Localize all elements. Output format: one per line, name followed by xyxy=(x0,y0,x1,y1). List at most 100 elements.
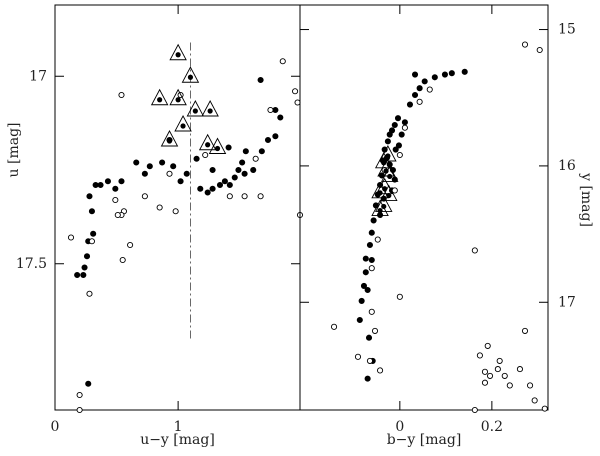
open-point xyxy=(536,46,543,54)
open-point xyxy=(257,193,264,200)
point-dot xyxy=(387,173,393,180)
triangle-marker xyxy=(181,66,200,83)
open-point xyxy=(172,208,179,215)
filled-point xyxy=(441,71,448,78)
triangle-marker xyxy=(377,160,395,177)
point-dot xyxy=(383,168,389,174)
open-point xyxy=(481,368,489,375)
filled-point xyxy=(242,148,249,155)
x-axis-label: u−y [mag] xyxy=(140,432,215,448)
filled-point xyxy=(370,217,377,224)
point-dot xyxy=(180,123,186,129)
open-point xyxy=(354,353,362,360)
filled-point xyxy=(384,138,391,145)
filled-point xyxy=(141,170,148,177)
open-point xyxy=(486,372,494,379)
filled-point xyxy=(368,229,375,236)
point-dot xyxy=(377,207,383,214)
filled-point xyxy=(80,271,87,279)
flagged-point xyxy=(371,181,389,199)
y-tick-label: 16 xyxy=(558,158,576,174)
filled-point xyxy=(193,155,200,162)
filled-point xyxy=(74,271,81,279)
open-point xyxy=(501,372,508,379)
open-point xyxy=(114,211,121,219)
triangle-marker xyxy=(374,195,393,212)
filled-point xyxy=(364,286,371,294)
filled-point xyxy=(360,282,368,289)
filled-point xyxy=(104,178,111,185)
open-point xyxy=(86,290,93,297)
x-tick-label: 0 xyxy=(51,419,60,435)
y-axis-label: y [mag] xyxy=(578,172,594,227)
point-dot xyxy=(205,142,211,148)
open-point xyxy=(401,124,408,131)
filled-point xyxy=(377,211,384,219)
open-point xyxy=(494,366,501,373)
filled-point xyxy=(392,146,399,153)
y-tick-label: 15 xyxy=(558,22,576,38)
open-point xyxy=(366,357,373,364)
filled-point xyxy=(398,131,405,138)
filled-point xyxy=(226,181,233,189)
flagged-point xyxy=(174,115,192,132)
open-point xyxy=(279,58,286,65)
flagged-point xyxy=(169,43,187,61)
filled-point xyxy=(364,375,371,382)
triangle-marker xyxy=(208,137,227,154)
filled-point xyxy=(241,170,248,177)
filled-point xyxy=(411,91,419,99)
filled-point xyxy=(112,185,119,192)
open-point xyxy=(471,406,478,414)
filled-point xyxy=(133,159,140,166)
filled-point xyxy=(394,115,402,122)
filled-point xyxy=(362,255,369,262)
filled-point xyxy=(258,148,265,155)
x-axis-label: b−y [mag] xyxy=(387,432,462,448)
point-dot xyxy=(207,108,213,114)
flagged-point xyxy=(181,66,200,83)
filled-point xyxy=(209,185,216,192)
triangle-marker xyxy=(150,88,169,106)
triangle-marker xyxy=(380,184,398,201)
open-point xyxy=(516,366,523,373)
y-tick-label: 17 xyxy=(29,68,47,84)
filled-point xyxy=(421,78,428,85)
y-tick-label: 17 xyxy=(558,294,576,310)
open-point xyxy=(166,170,173,177)
open-point xyxy=(368,308,375,315)
open-point xyxy=(396,293,403,300)
open-point xyxy=(330,323,338,330)
filled-point xyxy=(177,178,184,185)
flagged-point xyxy=(150,88,169,106)
triangle-marker xyxy=(371,181,389,199)
open-point xyxy=(88,238,95,245)
filled-point xyxy=(216,181,224,189)
filled-point xyxy=(197,185,204,192)
triangle-marker xyxy=(371,199,389,216)
filled-point xyxy=(118,178,125,185)
open-point xyxy=(521,327,529,334)
open-point xyxy=(527,382,534,389)
open-point xyxy=(226,193,233,200)
point-dot xyxy=(166,138,173,144)
filled-point xyxy=(159,159,166,166)
point-dot xyxy=(187,74,194,80)
filled-point xyxy=(146,163,153,170)
open-point xyxy=(371,327,379,334)
filled-point xyxy=(448,70,455,77)
open-point xyxy=(156,204,163,211)
open-point xyxy=(67,234,75,241)
open-point xyxy=(481,379,489,386)
triangle-marker xyxy=(374,151,393,169)
open-point xyxy=(426,86,433,93)
open-point xyxy=(294,99,301,106)
open-point xyxy=(292,88,299,95)
triangle-marker xyxy=(160,130,179,147)
open-point xyxy=(267,106,274,114)
flagged-point xyxy=(380,165,399,182)
filled-point xyxy=(83,253,91,260)
filled-point xyxy=(209,166,216,174)
filled-point xyxy=(416,85,423,92)
filled-point xyxy=(365,334,373,341)
